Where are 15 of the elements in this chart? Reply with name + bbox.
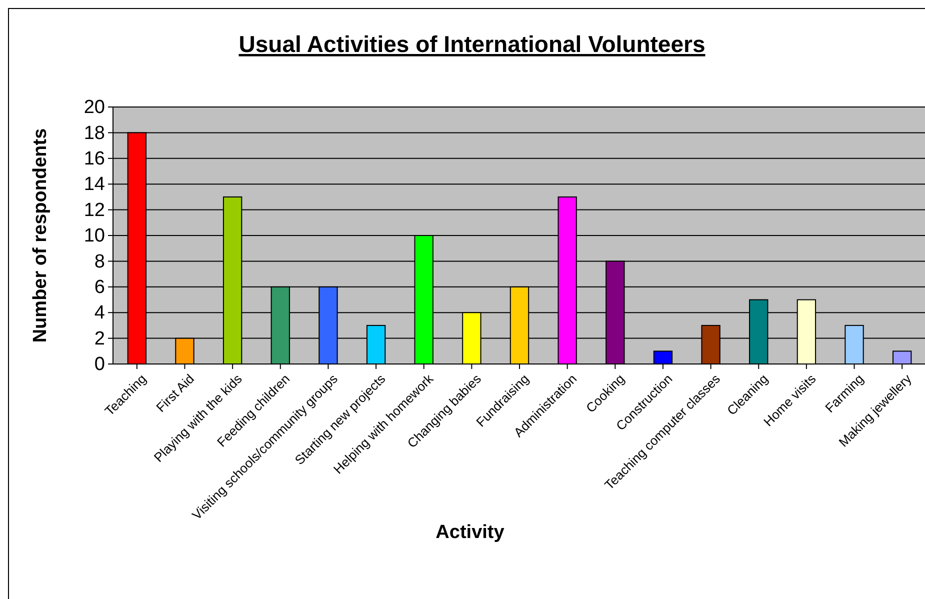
y-tick-label: 0 — [94, 354, 105, 376]
x-axis-title: Activity — [436, 522, 505, 543]
y-tick-label: 16 — [84, 148, 105, 170]
y-tick-label: 10 — [84, 226, 105, 247]
y-tick-label: 4 — [94, 302, 106, 324]
y-tick-label: 14 — [84, 174, 106, 196]
y-tick-label: 2 — [94, 328, 105, 350]
y-tick-label: 12 — [84, 200, 105, 221]
chart-title: Usual Activities of International Volunteers — [238, 31, 706, 57]
x-tick-label: First Aid — [153, 371, 197, 415]
y-tick-label: 6 — [94, 276, 105, 298]
y-axis-title: Number of respondents — [30, 128, 51, 343]
y-tick-label: 18 — [84, 122, 105, 144]
y-tick-label: 20 — [84, 97, 105, 118]
y-tick-label: 8 — [94, 251, 105, 272]
